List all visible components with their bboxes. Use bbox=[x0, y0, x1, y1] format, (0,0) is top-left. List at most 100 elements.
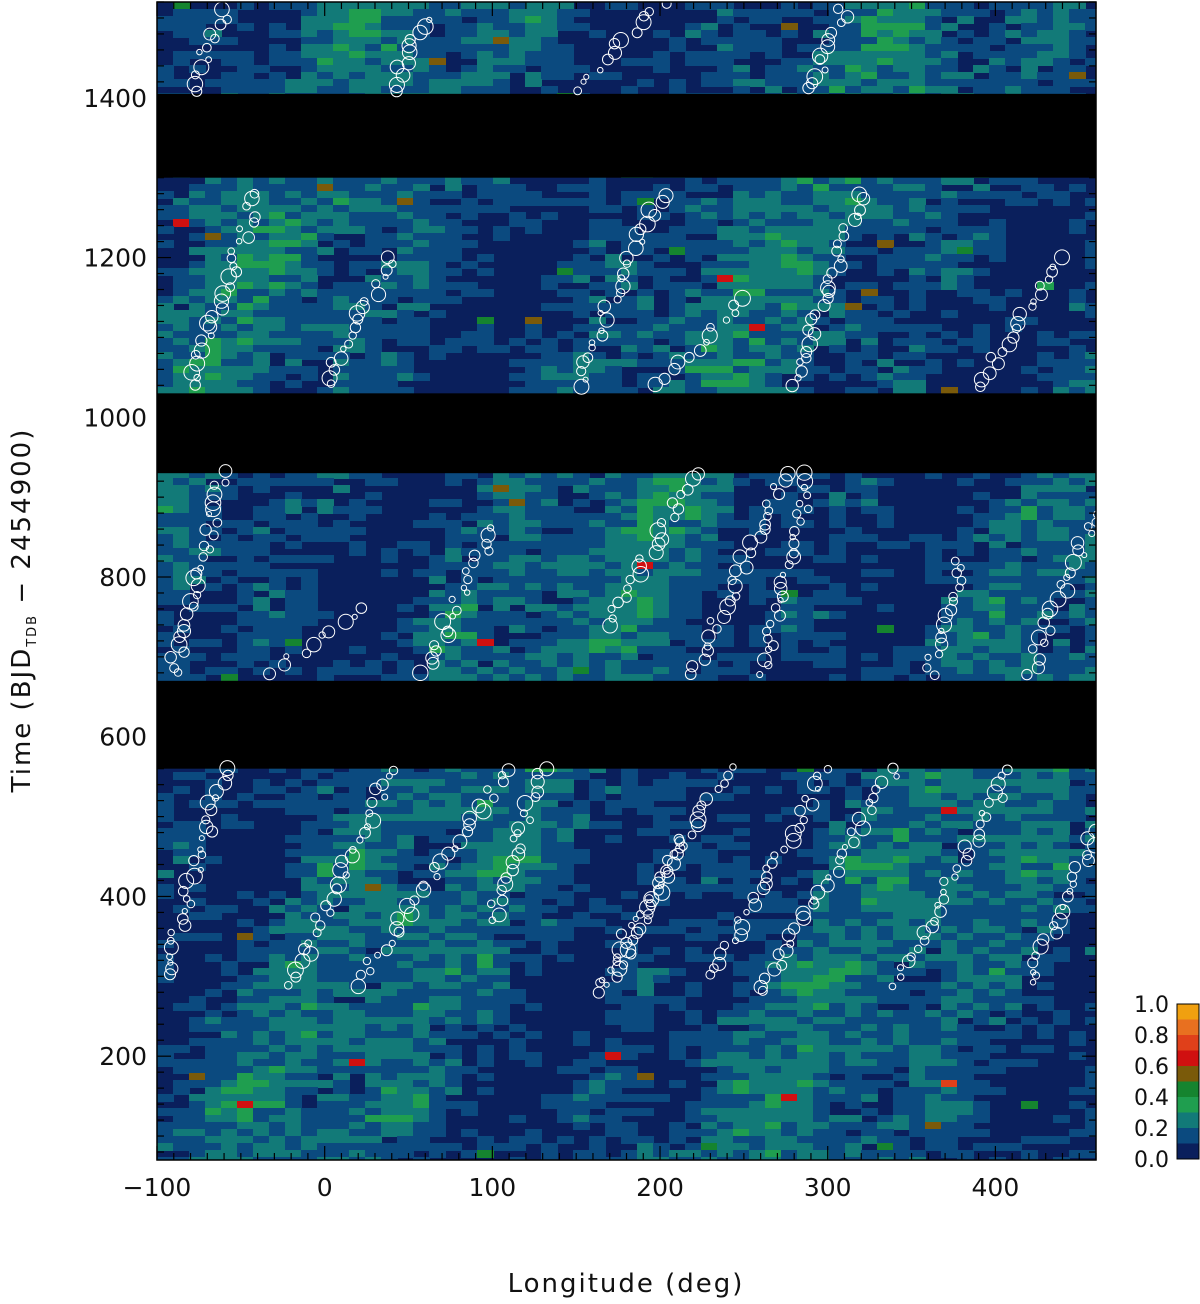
heatmap-cell bbox=[189, 548, 206, 556]
heatmap-cell bbox=[461, 646, 478, 654]
heatmap-cell bbox=[285, 86, 302, 94]
heatmap-cell bbox=[1085, 625, 1096, 633]
heatmap-cell bbox=[653, 506, 670, 514]
heatmap-cell bbox=[541, 275, 558, 283]
heatmap-cell bbox=[845, 177, 862, 185]
heatmap-cell bbox=[845, 191, 862, 199]
heatmap-cell bbox=[237, 289, 254, 297]
heatmap-cell bbox=[669, 611, 686, 619]
heatmap-cell bbox=[541, 506, 558, 514]
heatmap-cell bbox=[429, 793, 446, 801]
heatmap-cell bbox=[925, 772, 942, 780]
heatmap-cell bbox=[861, 44, 878, 52]
heatmap-cell bbox=[589, 618, 606, 626]
heatmap-cell bbox=[189, 863, 206, 871]
heatmap-cell bbox=[349, 226, 366, 234]
heatmap-cell bbox=[413, 289, 430, 297]
heatmap-cell bbox=[829, 72, 846, 80]
heatmap-cell bbox=[285, 639, 302, 647]
heatmap-cell bbox=[173, 597, 190, 605]
heatmap-cell bbox=[1053, 366, 1070, 374]
heatmap-cell bbox=[989, 639, 1006, 647]
heatmap-cell bbox=[509, 506, 526, 514]
heatmap-cell bbox=[1085, 79, 1096, 87]
heatmap-cell bbox=[157, 352, 174, 360]
heatmap-cell bbox=[525, 58, 542, 66]
heatmap-cell bbox=[557, 65, 574, 73]
heatmap-cell bbox=[973, 590, 990, 598]
heatmap-cell bbox=[685, 324, 702, 332]
heatmap-cell bbox=[653, 58, 670, 66]
heatmap-cell bbox=[893, 800, 910, 808]
heatmap-cell bbox=[541, 359, 558, 367]
heatmap-cell bbox=[605, 492, 622, 500]
heatmap-cell bbox=[845, 359, 862, 367]
heatmap-cell bbox=[173, 660, 190, 668]
heatmap-cell bbox=[909, 233, 926, 241]
heatmap-cell bbox=[493, 814, 510, 822]
heatmap-cell bbox=[781, 191, 798, 199]
heatmap-cell bbox=[717, 268, 734, 276]
heatmap-cell bbox=[253, 275, 270, 283]
heatmap-cell bbox=[813, 653, 830, 661]
heatmap-cell bbox=[365, 86, 382, 94]
heatmap-cell bbox=[429, 576, 446, 584]
heatmap-cell bbox=[429, 261, 446, 269]
heatmap-cell bbox=[669, 562, 686, 570]
heatmap-cell bbox=[781, 177, 798, 185]
heatmap-cell bbox=[813, 870, 830, 878]
heatmap-cell bbox=[269, 226, 286, 234]
heatmap-cell bbox=[221, 345, 238, 353]
heatmap-cell bbox=[765, 499, 782, 507]
heatmap-cell bbox=[925, 282, 942, 290]
heatmap-cell bbox=[285, 240, 302, 248]
heatmap-cell bbox=[509, 849, 526, 857]
heatmap-cell bbox=[797, 72, 814, 80]
heatmap-cell bbox=[365, 37, 382, 45]
heatmap-cell bbox=[685, 219, 702, 227]
heatmap-cell bbox=[509, 807, 526, 815]
heatmap-cell bbox=[605, 387, 622, 395]
heatmap-cell bbox=[1085, 352, 1096, 360]
heatmap-cell bbox=[989, 177, 1006, 185]
heatmap-cell bbox=[285, 863, 302, 871]
heatmap-cell bbox=[397, 289, 414, 297]
heatmap-cell bbox=[589, 205, 606, 213]
heatmap-cell bbox=[557, 2, 574, 10]
heatmap-cell bbox=[349, 289, 366, 297]
heatmap-cell bbox=[749, 254, 766, 262]
heatmap-cell bbox=[461, 177, 478, 185]
heatmap-cell bbox=[1037, 373, 1054, 381]
heatmap-cell bbox=[509, 2, 526, 10]
heatmap-cell bbox=[877, 23, 894, 31]
heatmap-cell bbox=[493, 478, 510, 486]
heatmap-cell bbox=[893, 212, 910, 220]
heatmap-cell bbox=[749, 37, 766, 45]
heatmap-cell bbox=[381, 863, 398, 871]
heatmap-cell bbox=[509, 520, 526, 528]
heatmap-cell bbox=[493, 513, 510, 521]
heatmap-cell bbox=[925, 345, 942, 353]
heatmap-cell bbox=[893, 198, 910, 206]
heatmap-cell bbox=[253, 338, 270, 346]
heatmap-cell bbox=[349, 800, 366, 808]
heatmap-cell bbox=[733, 380, 750, 388]
heatmap-cell bbox=[413, 814, 430, 822]
heatmap-cell bbox=[829, 219, 846, 227]
heatmap-cell bbox=[493, 849, 510, 857]
heatmap-cell bbox=[765, 282, 782, 290]
heatmap-cell bbox=[333, 849, 350, 857]
heatmap-cell bbox=[221, 387, 238, 395]
heatmap-cell bbox=[349, 863, 366, 871]
heatmap-cell bbox=[541, 16, 558, 24]
heatmap-cell bbox=[1069, 387, 1086, 395]
heatmap-cell bbox=[1005, 856, 1022, 864]
heatmap-cell bbox=[1037, 807, 1054, 815]
heatmap-cell bbox=[525, 478, 542, 486]
heatmap-cell bbox=[493, 884, 510, 892]
heatmap-cell bbox=[381, 23, 398, 31]
heatmap-cell bbox=[221, 562, 238, 570]
heatmap-cell bbox=[717, 331, 734, 339]
heatmap-cell bbox=[653, 373, 670, 381]
heatmap-cell bbox=[317, 807, 334, 815]
